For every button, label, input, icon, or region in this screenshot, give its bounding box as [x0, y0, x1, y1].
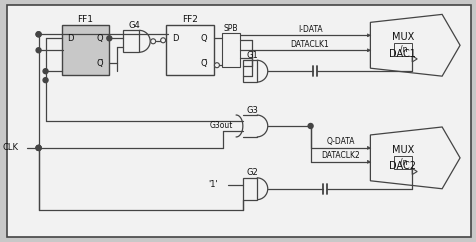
Circle shape: [36, 32, 41, 37]
Text: Q-DATA: Q-DATA: [326, 137, 354, 146]
Text: FF1: FF1: [77, 15, 93, 24]
Text: Q: Q: [96, 34, 102, 43]
Bar: [394, 43, 411, 56]
Circle shape: [43, 69, 48, 74]
Text: /n: /n: [399, 45, 406, 54]
Circle shape: [36, 145, 41, 150]
Circle shape: [36, 145, 41, 150]
Bar: [242, 178, 256, 200]
Text: G3out: G3out: [209, 121, 232, 130]
Text: Q: Q: [200, 34, 207, 43]
Text: I-DATA: I-DATA: [297, 25, 322, 34]
Text: CLK: CLK: [3, 144, 19, 152]
Text: Q̅: Q̅: [96, 59, 102, 68]
Text: /n: /n: [399, 158, 406, 166]
Polygon shape: [367, 146, 369, 149]
Circle shape: [36, 145, 41, 150]
Circle shape: [150, 39, 155, 44]
Circle shape: [214, 63, 219, 68]
Text: D: D: [67, 34, 74, 43]
Text: MUX: MUX: [391, 145, 413, 155]
Circle shape: [307, 123, 312, 129]
Circle shape: [36, 48, 41, 53]
Text: G1: G1: [247, 51, 258, 60]
Text: G3: G3: [247, 106, 258, 114]
Circle shape: [43, 78, 48, 83]
Bar: [123, 30, 139, 52]
Text: MUX: MUX: [391, 32, 413, 42]
Bar: [221, 33, 239, 67]
Bar: [394, 156, 411, 168]
Circle shape: [36, 32, 41, 37]
Text: '1': '1': [208, 180, 218, 189]
Circle shape: [160, 38, 165, 43]
Bar: [61, 25, 109, 75]
Circle shape: [107, 36, 111, 41]
Text: D: D: [171, 34, 178, 43]
Text: DATACLK1: DATACLK1: [290, 40, 329, 49]
Text: DATACLK2: DATACLK2: [320, 151, 359, 160]
Polygon shape: [367, 160, 369, 163]
Text: G2: G2: [247, 168, 258, 177]
Text: Q̅: Q̅: [200, 59, 207, 68]
Text: DAC1: DAC1: [388, 49, 415, 59]
Polygon shape: [367, 34, 369, 37]
Polygon shape: [367, 49, 369, 52]
Bar: [242, 60, 256, 82]
Text: SPB: SPB: [223, 24, 238, 33]
Bar: [166, 25, 214, 75]
Text: DAC2: DAC2: [388, 161, 415, 171]
Text: FF2: FF2: [182, 15, 198, 24]
Text: G4: G4: [128, 21, 140, 30]
